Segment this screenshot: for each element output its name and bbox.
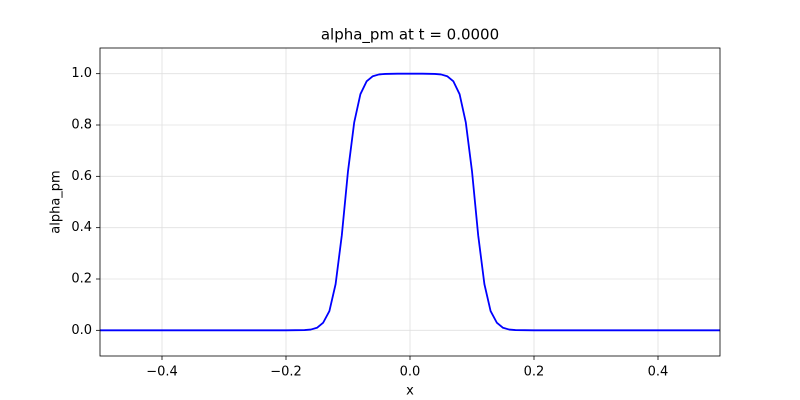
x-tick-label: 0.0 bbox=[400, 365, 421, 380]
x-axis-label: x bbox=[406, 384, 414, 399]
y-axis-label: alpha_pm bbox=[49, 170, 64, 233]
y-tick-label: 0.8 bbox=[71, 118, 92, 133]
data-line bbox=[100, 72, 720, 332]
y-tick-label: 0.4 bbox=[71, 220, 92, 235]
x-tick-label: −0.2 bbox=[270, 365, 302, 380]
y-tick-label: 0.2 bbox=[71, 272, 92, 287]
plot-frame bbox=[99, 47, 721, 357]
chart-title: alpha_pm at t = 0.0000 bbox=[321, 26, 499, 45]
y-tick-label: 0.0 bbox=[71, 323, 92, 338]
x-tick-label: −0.4 bbox=[146, 365, 178, 380]
x-tick-label: 0.2 bbox=[524, 365, 545, 380]
y-tick-label: 1.0 bbox=[71, 66, 92, 81]
x-tick-label: 0.4 bbox=[648, 365, 669, 380]
y-tick-label: 0.6 bbox=[71, 169, 92, 184]
